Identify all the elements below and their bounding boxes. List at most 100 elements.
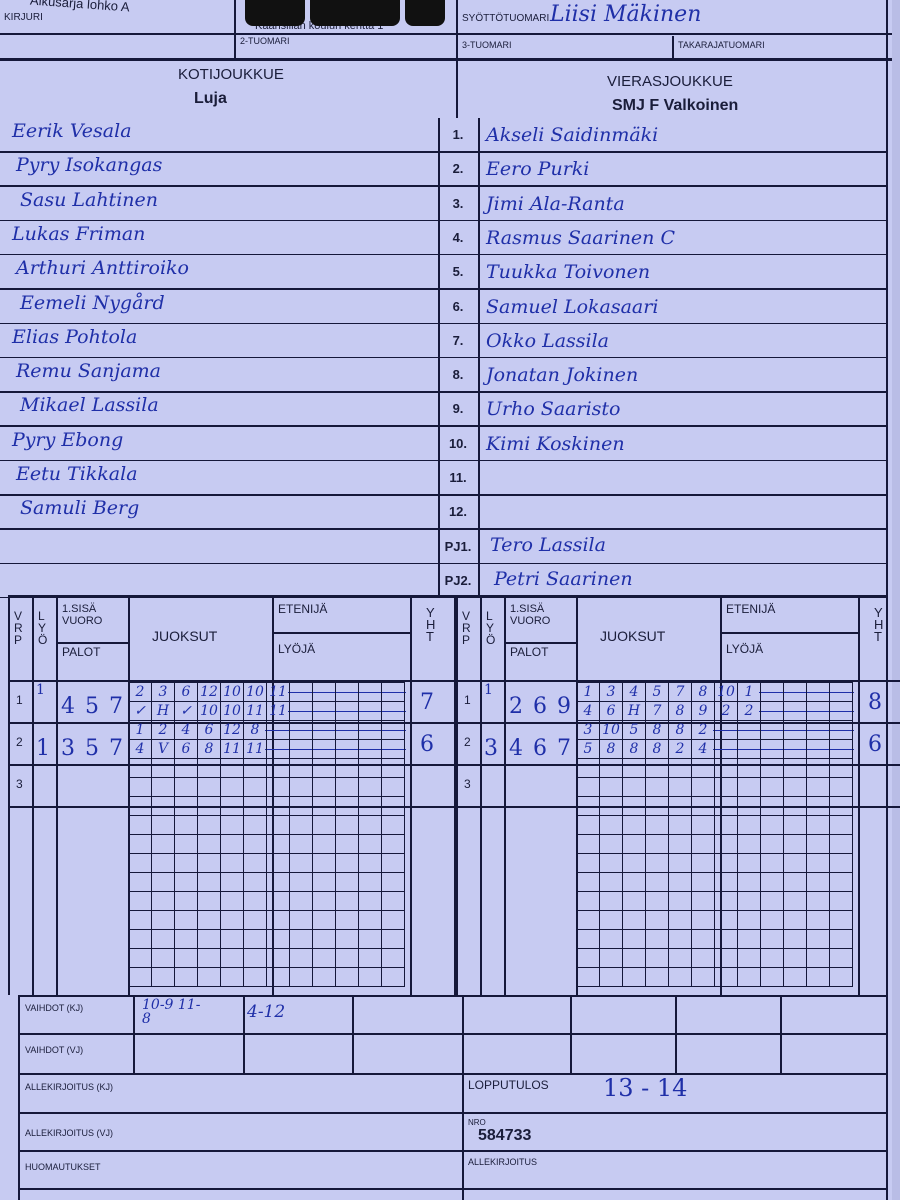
empty-cell bbox=[737, 853, 761, 873]
empty-cell bbox=[312, 834, 336, 854]
empty-cell bbox=[714, 758, 738, 778]
empty-cell bbox=[128, 910, 152, 930]
empty-cell bbox=[174, 777, 198, 797]
batter-cell: 11 bbox=[266, 701, 290, 721]
strike-line bbox=[828, 748, 854, 750]
empty-cell bbox=[311, 720, 337, 740]
empty-cell bbox=[174, 948, 198, 968]
empty-cell bbox=[760, 948, 784, 968]
strike-line bbox=[759, 691, 785, 693]
empty-cell bbox=[266, 853, 290, 873]
empty-cell bbox=[174, 872, 198, 892]
empty-cell bbox=[691, 872, 715, 892]
lyo-header: L Y Ö bbox=[38, 609, 48, 647]
empty-cell bbox=[358, 796, 382, 816]
period-number: 2 bbox=[464, 735, 471, 749]
empty-cell bbox=[622, 815, 646, 835]
empty-cell bbox=[668, 777, 692, 797]
empty-cell bbox=[783, 815, 807, 835]
empty-cell bbox=[289, 967, 313, 987]
empty-cell bbox=[357, 720, 383, 740]
inning-total: 6 bbox=[868, 732, 882, 757]
empty-cell bbox=[645, 872, 669, 892]
strike-line bbox=[334, 729, 360, 731]
batter-cell: H bbox=[622, 701, 646, 721]
empty-cell bbox=[737, 910, 761, 930]
empty-cell bbox=[197, 872, 221, 892]
empty-cell bbox=[197, 948, 221, 968]
empty-cell bbox=[174, 796, 198, 816]
empty-cell bbox=[668, 853, 692, 873]
empty-cell bbox=[151, 929, 175, 949]
empty-cell bbox=[335, 891, 359, 911]
away-player-name: Tuukka Toivonen bbox=[486, 261, 651, 284]
home-player-name: Sasu Lahtinen bbox=[20, 188, 158, 211]
runner-cell: 4 bbox=[174, 720, 198, 740]
empty-cell bbox=[806, 853, 830, 873]
empty-cell bbox=[805, 720, 831, 740]
empty-cell bbox=[599, 853, 623, 873]
player-number: 2. bbox=[452, 161, 464, 177]
empty-cell bbox=[151, 948, 175, 968]
empty-cell bbox=[266, 872, 290, 892]
empty-cell bbox=[335, 777, 359, 797]
strike-line bbox=[311, 748, 337, 750]
empty-cell bbox=[645, 891, 669, 911]
subs-away-label: VAIHDOT (VJ) bbox=[25, 1045, 84, 1055]
empty-cell bbox=[760, 777, 784, 797]
empty-cell bbox=[576, 872, 600, 892]
empty-cell bbox=[174, 891, 198, 911]
row-divider bbox=[0, 425, 888, 427]
runner-cell: 8 bbox=[645, 720, 669, 740]
player-number: PJ1. bbox=[444, 538, 472, 554]
number-label: NRO bbox=[468, 1118, 486, 1127]
empty-cell bbox=[645, 967, 669, 987]
empty-cell bbox=[312, 948, 336, 968]
period-number: 3 bbox=[16, 777, 23, 791]
batter-cell: 6 bbox=[174, 739, 198, 759]
away-player-name: Urho Saaristo bbox=[486, 398, 621, 421]
clipboard-clip bbox=[405, 0, 445, 26]
empty-cell bbox=[266, 929, 290, 949]
batter-cell: 6 bbox=[599, 701, 623, 721]
empty-cell bbox=[151, 853, 175, 873]
row-divider bbox=[0, 322, 888, 324]
empty-cell bbox=[576, 777, 600, 797]
empty-cell bbox=[151, 872, 175, 892]
empty-cell bbox=[714, 910, 738, 930]
column-divider bbox=[456, 597, 458, 995]
first-inning-header: 1.SISÄ VUORO bbox=[510, 603, 551, 627]
sub-entry: 10-9 11-8 bbox=[142, 997, 201, 1027]
strike-line bbox=[334, 710, 360, 712]
runs-grid: 2 3 6 12 10 10 11 ✓ H ✓ 10 10 11 11 1 2 4 6 12 8 4 V 6 8 11 11 bbox=[128, 682, 406, 987]
empty-cell bbox=[265, 739, 291, 759]
strike-line bbox=[357, 710, 383, 712]
out-mark: 4 bbox=[61, 694, 75, 719]
empty-cell bbox=[380, 720, 406, 740]
empty-cell bbox=[714, 891, 738, 911]
batter-cell: 2 bbox=[714, 701, 738, 721]
empty-cell bbox=[668, 796, 692, 816]
empty-cell bbox=[783, 834, 807, 854]
empty-cell bbox=[599, 758, 623, 778]
batter-order: 1 bbox=[36, 736, 50, 761]
empty-cell bbox=[760, 872, 784, 892]
away-team-name: SMJ F Valkoinen bbox=[612, 97, 739, 114]
empty-cell bbox=[151, 891, 175, 911]
runner-cell: 4 bbox=[622, 682, 646, 702]
empty-cell bbox=[691, 967, 715, 987]
empty-cell bbox=[266, 891, 290, 911]
column-divider bbox=[480, 597, 482, 995]
row-divider bbox=[0, 494, 888, 496]
runner-header: ETENIJÄ bbox=[278, 602, 328, 616]
empty-cell bbox=[622, 967, 646, 987]
empty-cell bbox=[622, 910, 646, 930]
strike-line bbox=[713, 748, 739, 750]
strike-line bbox=[288, 729, 314, 731]
row-divider bbox=[56, 642, 128, 644]
empty-cell bbox=[197, 796, 221, 816]
strike-line bbox=[357, 691, 383, 693]
empty-cell bbox=[576, 910, 600, 930]
empty-cell bbox=[645, 815, 669, 835]
pitch-umpire-name: Liisi Mäkinen bbox=[550, 2, 702, 27]
